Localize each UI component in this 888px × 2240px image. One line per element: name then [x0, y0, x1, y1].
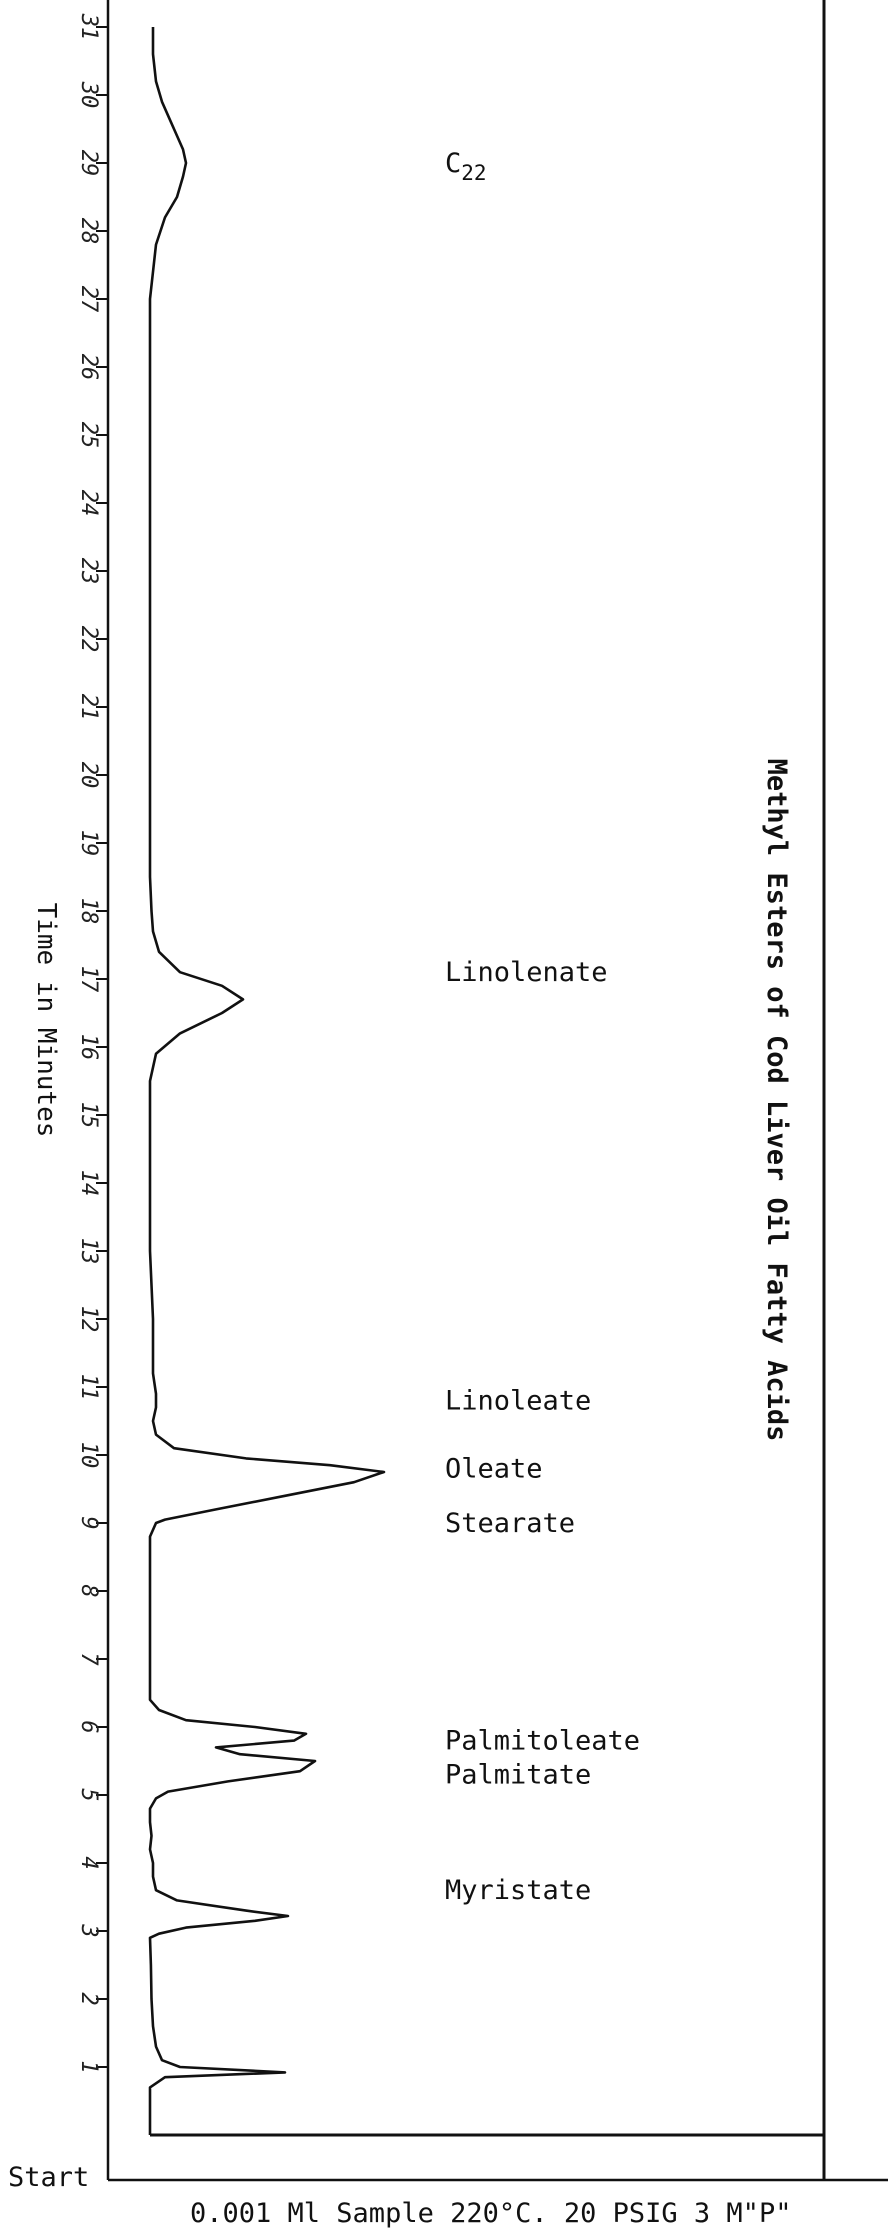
time-tick-label: 2 — [76, 1992, 101, 2005]
time-tick-label: 16 — [76, 1034, 101, 1061]
time-tick-label: 11 — [76, 1374, 101, 1401]
peak-label-palmitoleate: Palmitoleate — [445, 1726, 640, 1757]
chart-title: Methyl Esters of Cod Liver Oil Fatty Aci… — [761, 759, 792, 1442]
time-tick-label: 6 — [76, 1720, 101, 1733]
time-tick-label: 27 — [76, 286, 101, 313]
time-tick-label: 19 — [76, 830, 101, 857]
time-tick-label: 3 — [76, 1923, 101, 1937]
start-label: Start — [8, 2162, 89, 2193]
time-tick-label: 7 — [76, 1652, 101, 1666]
peak-label-oleate: Oleate — [445, 1454, 543, 1485]
time-tick-label: 8 — [76, 1584, 101, 1597]
peak-label-linolenate: Linolenate — [445, 957, 608, 988]
axis-title: Time in Minutes — [31, 903, 61, 1138]
detector-trace-line — [148, 27, 386, 2135]
time-tick-label: 13 — [76, 1238, 101, 1265]
time-tick-label: 21 — [76, 694, 101, 721]
time-tick-label: 23 — [76, 558, 101, 585]
chart-frame — [106, 0, 888, 2182]
time-tick-label: 5 — [76, 1788, 101, 1801]
time-tick-label: 12 — [76, 1306, 101, 1333]
time-tick-label: 31 — [76, 13, 101, 41]
time-tick-label: 26 — [76, 354, 101, 381]
peak-label-stearate: Stearate — [445, 1508, 575, 1539]
time-tick-label: 25 — [76, 422, 101, 449]
peak-label-myristate: Myristate — [445, 1875, 591, 1906]
time-tick-label: 20 — [76, 762, 101, 789]
time-tick-label: 4 — [76, 1856, 101, 1869]
time-tick-label: 29 — [76, 150, 101, 177]
time-tick-label: 18 — [76, 898, 101, 925]
time-tick-label: 22 — [76, 626, 101, 653]
sample-caption: 0.001 Ml Sample 220°C. 20 PSIG 3 M"P" — [190, 2198, 791, 2229]
detector-trace — [148, 27, 386, 2135]
time-tick-label: 15 — [76, 1102, 101, 1129]
time-tick-label: 10 — [76, 1442, 101, 1469]
peak-label-palmitate: Palmitate — [445, 1760, 591, 1791]
time-ticks: 1234567891011121314151617181920212223242… — [76, 13, 108, 2074]
time-tick-label: 14 — [76, 1170, 101, 1197]
time-tick-label: 9 — [76, 1516, 101, 1529]
time-tick-label: 30 — [76, 81, 101, 109]
time-tick-label: 1 — [76, 2060, 101, 2073]
time-tick-label: 28 — [76, 218, 101, 245]
time-tick-label: 24 — [76, 490, 101, 517]
peak-label-linoleate: Linoleate — [445, 1386, 591, 1417]
time-tick-label: 17 — [76, 966, 101, 993]
peak-label-c22: C22 — [445, 148, 487, 185]
